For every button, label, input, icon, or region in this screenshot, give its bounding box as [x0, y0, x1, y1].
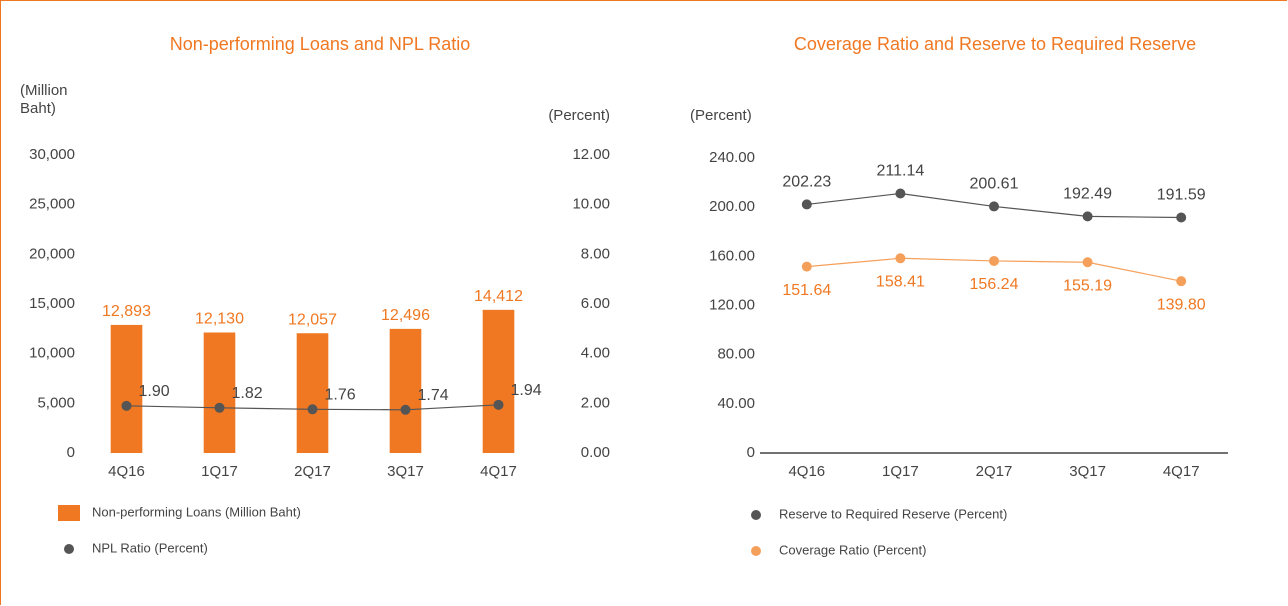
y-tick-label: 240.00	[709, 149, 755, 166]
x-tick-label: 3Q17	[1069, 463, 1106, 480]
x-tick-label: 4Q16	[788, 463, 825, 480]
y-axis-label: (Million Baht)	[20, 82, 68, 117]
y-tick-label: 120.00	[709, 296, 755, 313]
line-point	[989, 255, 999, 266]
y-tick-label: 0	[747, 444, 755, 461]
line-point	[1176, 212, 1187, 223]
y-tick-label: 160.00	[709, 247, 755, 264]
y-tick-label: 80.00	[717, 346, 755, 363]
bar	[110, 324, 143, 453]
line-value-label: 191.59	[1157, 187, 1206, 204]
line-value-label: 1.76	[325, 387, 356, 404]
line-value-label: 1.90	[139, 383, 170, 400]
bar	[389, 328, 422, 453]
y2-tick-label: 4.00	[581, 345, 610, 362]
x-tick-label: 4Q17	[1163, 463, 1200, 480]
legend-swatch	[64, 544, 74, 554]
x-tick-label: 1Q17	[882, 463, 919, 480]
bar-value-label: 12,057	[288, 311, 337, 328]
line-value-label: 1.74	[418, 387, 449, 404]
line-value-label: 158.41	[876, 274, 925, 291]
line-point	[121, 400, 132, 411]
legend-label: Non-performing Loans (Million Baht)	[92, 504, 301, 519]
legend-label: Reserve to Required Reserve (Percent)	[779, 506, 1007, 521]
y2-tick-label: 12.00	[572, 146, 610, 163]
line-value-label: 200.61	[970, 176, 1019, 193]
x-tick-label: 2Q17	[294, 463, 331, 480]
bar-value-label: 12,893	[102, 303, 151, 320]
line-point	[493, 399, 504, 410]
y-tick-label: 15,000	[29, 295, 75, 312]
line-point	[989, 201, 999, 212]
y-tick-label: 0	[67, 444, 75, 461]
x-tick-label: 2Q17	[976, 463, 1013, 480]
line-value-label: 192.49	[1063, 186, 1112, 203]
y-tick-label: 20,000	[29, 245, 75, 262]
line-point	[214, 402, 225, 413]
y2-tick-label: 6.00	[581, 295, 610, 312]
line-point	[1082, 211, 1093, 222]
y-tick-label: 5,000	[37, 394, 75, 411]
bar	[296, 333, 329, 453]
y-tick-label: 30,000	[29, 146, 75, 163]
bar	[482, 309, 515, 453]
line-point	[1176, 276, 1187, 287]
line-value-label: 211.14	[877, 163, 925, 180]
y2-tick-label: 2.00	[581, 394, 610, 411]
line-value-label: 156.24	[970, 276, 1019, 293]
legend-swatch	[58, 505, 80, 521]
y2-tick-label: 8.00	[581, 245, 610, 262]
line-value-label: 1.82	[232, 385, 263, 402]
bar-value-label: 14,412	[474, 288, 523, 305]
x-tick-label: 1Q17	[201, 463, 238, 480]
line-point	[801, 199, 812, 210]
line-point	[1082, 257, 1093, 268]
line-point	[895, 253, 906, 264]
legend-label: NPL Ratio (Percent)	[92, 540, 208, 555]
line-point	[801, 261, 812, 272]
y2-tick-label: 10.00	[572, 196, 610, 213]
bar-value-label: 12,496	[381, 307, 430, 324]
line-point	[307, 404, 318, 415]
x-tick-label: 4Q16	[108, 463, 145, 480]
x-tick-label: 4Q17	[480, 463, 517, 480]
y2-tick-label: 0.00	[581, 444, 610, 461]
line-point	[400, 404, 411, 415]
x-tick-label: 3Q17	[387, 463, 424, 480]
line-value-label: 139.80	[1157, 296, 1206, 313]
y2-axis-label: (Percent)	[548, 107, 610, 124]
y-tick-label: 40.00	[717, 395, 755, 412]
bar-value-label: 12,130	[195, 311, 244, 328]
line-value-label: 1.94	[511, 382, 542, 399]
legend-swatch	[751, 510, 761, 520]
y-tick-label: 25,000	[29, 196, 75, 213]
y-axis-label: (Percent)	[690, 107, 752, 124]
line-value-label: 151.64	[782, 282, 831, 299]
line-point	[895, 188, 906, 199]
chart-title: Coverage Ratio and Reserve to Required R…	[794, 34, 1196, 54]
chart-title: Non-performing Loans and NPL Ratio	[170, 34, 471, 54]
legend-swatch	[751, 546, 761, 556]
line-value-label: 155.19	[1063, 277, 1112, 294]
bar	[203, 332, 236, 453]
legend-label: Coverage Ratio (Percent)	[779, 542, 926, 557]
y-tick-label: 10,000	[29, 345, 75, 362]
line-value-label: 202.23	[782, 174, 831, 191]
y-tick-label: 200.00	[709, 198, 755, 215]
